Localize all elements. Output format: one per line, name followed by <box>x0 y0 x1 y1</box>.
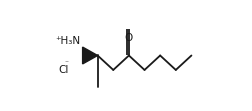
Polygon shape <box>82 47 97 64</box>
Text: ⁻: ⁻ <box>65 58 69 67</box>
Text: O: O <box>123 33 132 43</box>
Text: ⁺H₃N: ⁺H₃N <box>55 36 80 46</box>
Text: Cl: Cl <box>58 65 68 75</box>
